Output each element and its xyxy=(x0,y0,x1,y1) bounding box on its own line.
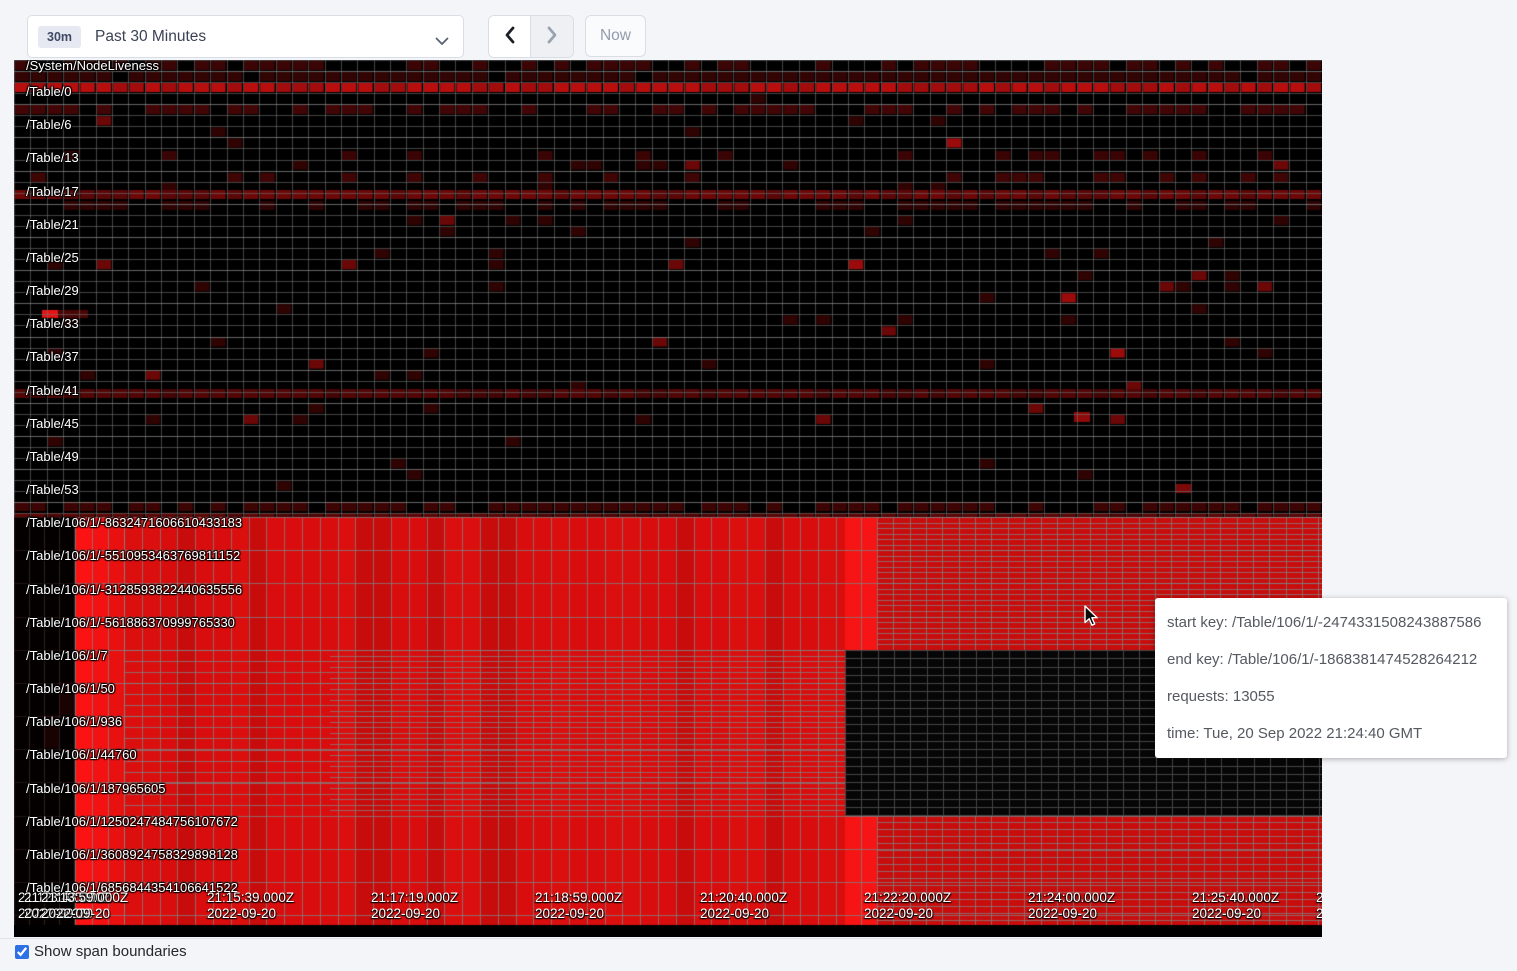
x-axis-label: 21:12:18.000Z 2022-09-20 xyxy=(18,890,106,921)
row-label: /Table/17 xyxy=(26,183,79,199)
row-label: /Table/41 xyxy=(26,382,79,398)
span-tooltip: start key: /Table/106/1/-247433150824388… xyxy=(1155,598,1507,758)
row-label: /Table/53 xyxy=(26,482,79,498)
x-axis-label: 21:24:00.000Z 2022-09-20 xyxy=(1028,890,1116,921)
row-label: /Table/106/1/-8632471606610433183 xyxy=(26,515,243,531)
next-time-button[interactable] xyxy=(531,16,573,57)
show-span-boundaries-label: Show span boundaries xyxy=(34,943,187,960)
chevron-right-icon xyxy=(545,24,559,49)
toolbar: 30m Past 30 Minutes Now xyxy=(0,0,1517,58)
row-label: /Table/0 xyxy=(26,84,72,99)
time-range-label: Past 30 Minutes xyxy=(95,27,207,45)
x-axis-label: 21:20:40.000Z 2022-09-20 xyxy=(700,890,788,921)
row-label: /Table/45 xyxy=(26,415,79,431)
time-range-badge: 30m xyxy=(38,25,82,48)
heatmap-canvas[interactable] xyxy=(14,60,1322,937)
x-axis-label: 21:17:19.000Z 2022-09-20 xyxy=(371,890,459,921)
row-label: /Table/106/1/1250247484756107672 xyxy=(26,813,238,829)
x-axis-label: 21:22:20.000Z 2022-09-20 xyxy=(864,890,952,921)
chevron-left-icon xyxy=(503,24,517,49)
row-label: /Table/49 xyxy=(26,448,79,464)
tooltip-requests: requests: 13055 xyxy=(1167,688,1275,705)
x-axis-label: 21:13:59.000Z 2022-09-20 xyxy=(41,890,129,921)
row-label: /Table/106/1/-5510953463769811152 xyxy=(26,548,241,564)
row-label: /Table/13 xyxy=(26,150,79,166)
row-label: /Table/106/1/50 xyxy=(26,681,115,697)
row-label: /Table/106/1/936 xyxy=(26,714,123,730)
now-button[interactable]: Now xyxy=(585,15,646,57)
prev-time-button[interactable] xyxy=(489,16,531,57)
row-label: /Table/37 xyxy=(26,349,79,365)
tooltip-start-key: start key: /Table/106/1/-247433150824388… xyxy=(1167,614,1482,631)
row-label: /Table/106/1/6856844354106641522 xyxy=(26,880,238,896)
row-label: /Table/33 xyxy=(26,316,79,332)
row-label: /Table/29 xyxy=(26,283,79,299)
show-span-boundaries: Show span boundaries xyxy=(0,938,1322,960)
row-label: /Table/106/1/-561886370999765330 xyxy=(26,614,235,630)
row-label: /Table/21 xyxy=(26,216,79,232)
key-visualizer: /System/NodeLiveness/Table/0/Table/6/Tab… xyxy=(14,60,1507,937)
tooltip-end-key: end key: /Table/106/1/-18683814745282642… xyxy=(1167,651,1478,668)
time-nav-group xyxy=(488,15,574,58)
row-label: /Table/106/1/-3128593822440635556 xyxy=(26,581,243,597)
tooltip-time: time: Tue, 20 Sep 2022 21:24:40 GMT xyxy=(1167,725,1423,742)
x-axis-label: 21:13:43.000Z 2022-09-20 xyxy=(24,890,112,921)
row-label: /Table/6 xyxy=(26,117,72,133)
show-span-boundaries-checkbox[interactable] xyxy=(15,944,29,959)
row-label: /Table/106/1/44760 xyxy=(26,747,137,763)
row-label: /Table/106/1/187965605 xyxy=(26,780,166,796)
x-axis-label: 21:25:40.000Z 2022-09-20 xyxy=(1192,890,1280,921)
chevron-down-icon xyxy=(435,33,449,51)
row-label: /Table/106/1/3608924758329898128 xyxy=(26,846,238,862)
time-range-dropdown[interactable]: 30m Past 30 Minutes xyxy=(27,15,464,58)
row-label: /Table/106/1/7 xyxy=(26,647,108,663)
x-axis-label: 21:15:39.000Z 2022-09-20 xyxy=(207,890,295,921)
row-label: /Table/25 xyxy=(26,249,79,265)
row-label: /System/NodeLiveness xyxy=(26,60,159,73)
x-axis-label: 21:18:59.000Z 2022-09-20 xyxy=(535,890,623,921)
axis-labels-layer: /System/NodeLiveness/Table/0/Table/6/Tab… xyxy=(14,60,1322,937)
